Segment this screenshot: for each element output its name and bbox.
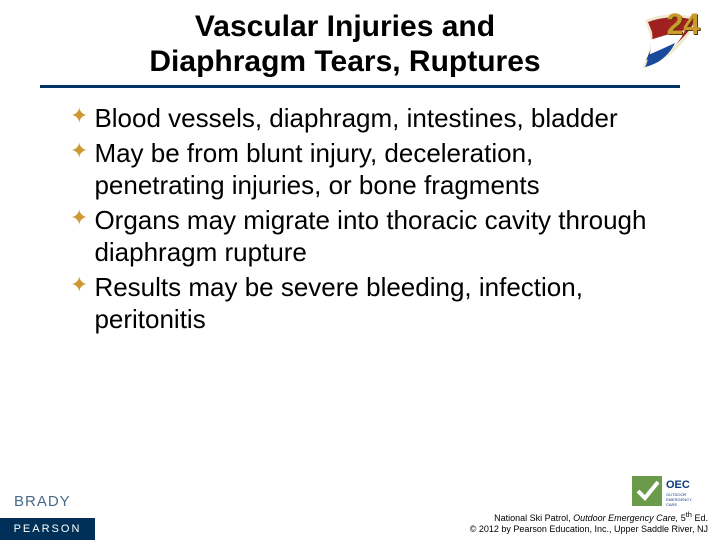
bullet-icon: ✦ (70, 137, 88, 166)
copyright-text: National Ski Patrol, Outdoor Emergency C… (470, 510, 708, 536)
bullet-item: ✦ Blood vessels, diaphragm, intestines, … (70, 102, 670, 135)
bullet-icon: ✦ (70, 102, 88, 131)
chapter-badge: 24 (636, 6, 706, 76)
bullet-item: ✦ Organs may migrate into thoracic cavit… (70, 204, 670, 269)
bullet-text: Results may be severe bleeding, infectio… (94, 271, 670, 336)
bullet-item: ✦ May be from blunt injury, deceleration… (70, 137, 670, 202)
bullet-item: ✦ Results may be severe bleeding, infect… (70, 271, 670, 336)
brady-label: BRADY (14, 493, 71, 510)
oec-logo-icon: OEC OUTDOOR EMERGENCY CARE (632, 470, 702, 510)
svg-text:CARE: CARE (666, 502, 677, 507)
bullet-icon: ✦ (70, 271, 88, 300)
bullet-icon: ✦ (70, 204, 88, 233)
svg-text:OEC: OEC (666, 479, 690, 491)
title-line-1: Vascular Injuries and (195, 10, 495, 43)
bullet-text: Organs may migrate into thoracic cavity … (94, 204, 670, 269)
bullet-list: ✦ Blood vessels, diaphragm, intestines, … (0, 88, 720, 336)
chapter-number: 24 (667, 8, 700, 42)
slide-header: Vascular Injuries and Diaphragm Tears, R… (0, 0, 720, 79)
bullet-text: May be from blunt injury, deceleration, … (94, 137, 670, 202)
copyright-line-1: National Ski Patrol, Outdoor Emergency C… (470, 510, 708, 525)
copyright-line-2: © 2012 by Pearson Education, Inc., Upper… (470, 524, 708, 536)
bullet-text: Blood vessels, diaphragm, intestines, bl… (94, 102, 617, 135)
pearson-logo: PEARSON (0, 518, 95, 540)
slide-title: Vascular Injuries and Diaphragm Tears, R… (60, 10, 630, 79)
slide-footer: BRADY PEARSON OEC OUTDOOR EMERGENCY CARE… (0, 480, 720, 540)
title-line-2: Diaphragm Tears, Ruptures (149, 45, 540, 78)
